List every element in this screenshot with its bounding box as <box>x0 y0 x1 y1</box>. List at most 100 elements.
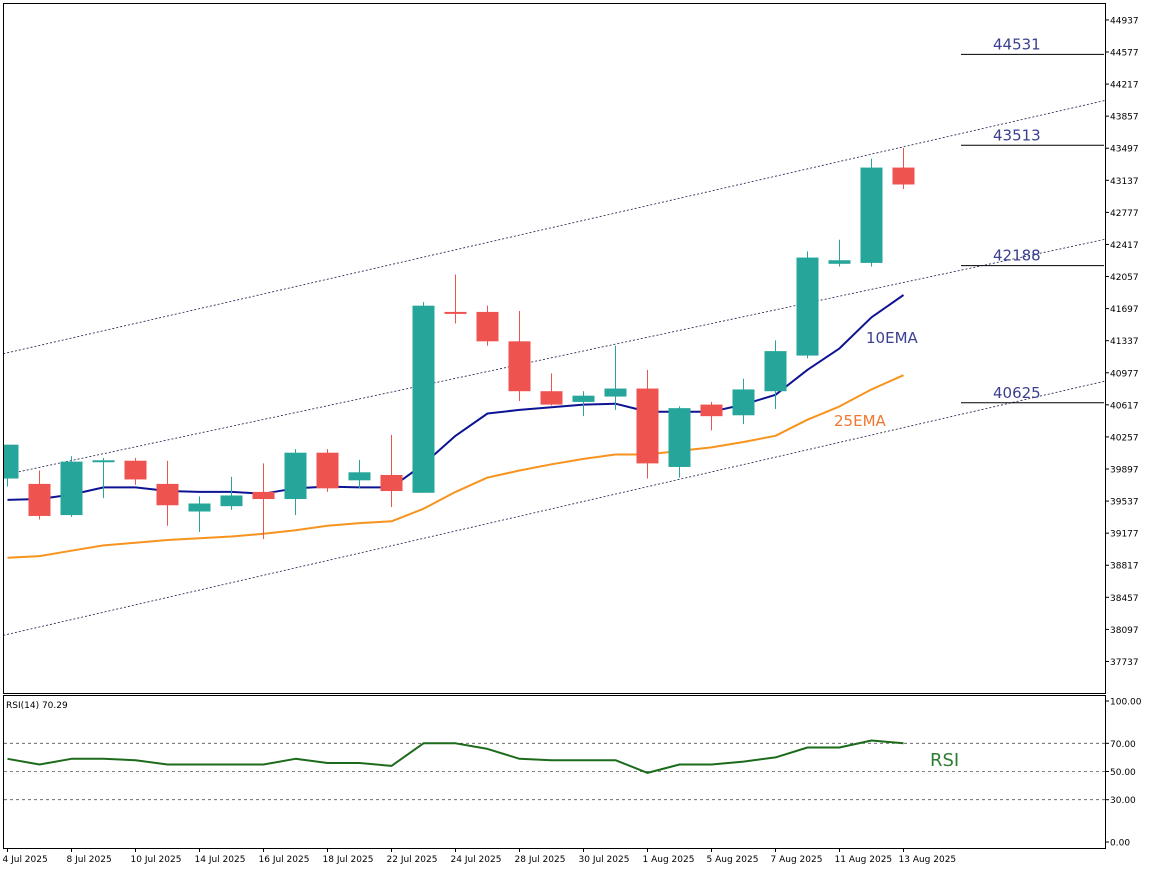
candle <box>4 444 19 487</box>
rsi-label: RSI <box>930 750 959 771</box>
candle-body <box>252 491 275 500</box>
candle-body <box>764 351 787 392</box>
candle <box>380 434 403 508</box>
y-tick-label: 44577 <box>1110 48 1139 58</box>
x-tick-label: 28 Jul 2025 <box>515 855 566 865</box>
rsi-pane-frame <box>3 695 1106 849</box>
candle <box>668 406 691 478</box>
candle <box>124 458 147 485</box>
x-tick-label: 11 Aug 2025 <box>835 855 893 865</box>
candle-body <box>892 167 915 185</box>
rsi-tick-label: 0.00 <box>1110 839 1130 849</box>
candle <box>444 274 467 324</box>
candle-body <box>60 461 83 516</box>
candle <box>604 345 627 410</box>
y-tick-label: 38457 <box>1110 594 1139 604</box>
candle <box>252 463 275 540</box>
x-tick-label: 14 Jul 2025 <box>195 855 246 865</box>
y-tick-label: 42777 <box>1110 209 1139 219</box>
candle <box>732 378 755 425</box>
candle-body <box>412 305 435 493</box>
candle-body <box>668 408 691 467</box>
candle-body <box>92 460 115 463</box>
candle-body <box>476 311 499 342</box>
candle <box>92 458 115 499</box>
y-tick-label: 41697 <box>1110 305 1139 315</box>
candle-body <box>4 444 19 479</box>
y-tick-label: 43497 <box>1110 145 1139 155</box>
candle-body <box>348 472 371 481</box>
candle <box>860 158 883 267</box>
candle-body <box>380 474 403 492</box>
x-tick-label: 18 Jul 2025 <box>323 855 374 865</box>
candle <box>28 470 51 520</box>
candle <box>60 456 83 517</box>
rsi-tick-label: 70.00 <box>1110 740 1136 750</box>
candle <box>540 373 563 406</box>
candle-body <box>604 388 627 397</box>
level-label: 40625 <box>993 384 1041 402</box>
y-tick-label: 37737 <box>1110 658 1139 668</box>
candle-body <box>316 452 339 489</box>
candle-body <box>700 404 723 417</box>
x-tick-label: 13 Aug 2025 <box>899 855 957 865</box>
rsi-line <box>7 739 904 774</box>
x-tick-label: 30 Jul 2025 <box>579 855 630 865</box>
rsi-tick-label: 50.00 <box>1110 768 1136 778</box>
candle <box>796 251 819 359</box>
channel-lower-line <box>4 380 1105 636</box>
candle <box>476 305 499 346</box>
candle-body <box>732 389 755 416</box>
candle <box>828 239 851 267</box>
candle-body <box>508 341 531 392</box>
y-tick-label: 41337 <box>1110 337 1139 347</box>
ema10-label: 10EMA <box>866 329 919 347</box>
candle-body <box>540 391 563 405</box>
y-tick-label: 43857 <box>1110 113 1139 123</box>
level-label: 43513 <box>993 126 1041 144</box>
y-tick-label: 42417 <box>1110 241 1139 251</box>
y-tick-label: 43137 <box>1110 177 1139 187</box>
candle-body <box>828 260 851 264</box>
y-tick-label: 44217 <box>1110 81 1139 91</box>
candle-body <box>572 395 595 402</box>
y-tick-label: 38817 <box>1110 562 1139 572</box>
rsi-title: RSI(14) 70.29 <box>6 701 68 711</box>
x-tick-label: 24 Jul 2025 <box>451 855 502 865</box>
candle <box>220 476 243 510</box>
candle-body <box>444 311 467 314</box>
ema25-label: 25EMA <box>834 412 887 430</box>
candle-body <box>188 503 211 512</box>
main-pane-frame <box>3 3 1106 694</box>
candle <box>348 459 371 489</box>
channel-middle-line <box>4 238 1105 476</box>
x-tick-label: 7 Aug 2025 <box>771 855 823 865</box>
ema25-line <box>7 374 904 559</box>
candle <box>572 391 595 417</box>
candle-body <box>860 167 883 263</box>
candle <box>156 460 179 526</box>
candle <box>412 302 435 493</box>
level-label: 42188 <box>993 247 1041 265</box>
y-tick-label: 40617 <box>1110 401 1139 411</box>
candle <box>316 449 339 492</box>
x-tick-label: 1 Aug 2025 <box>643 855 695 865</box>
x-tick-label: 10 Jul 2025 <box>131 855 182 865</box>
candle <box>764 340 787 410</box>
candle <box>700 401 723 431</box>
x-tick-label: 4 Jul 2025 <box>3 855 48 865</box>
candle-body <box>284 452 307 500</box>
channel-upper-line <box>4 100 1105 355</box>
candle <box>284 449 307 516</box>
y-tick-label: 40977 <box>1110 369 1139 379</box>
candle <box>892 147 915 189</box>
candle-body <box>796 257 819 356</box>
x-tick-label: 5 Aug 2025 <box>707 855 759 865</box>
x-tick-label: 8 Jul 2025 <box>67 855 112 865</box>
candle <box>636 369 659 479</box>
candle-body <box>156 483 179 506</box>
y-tick-label: 39177 <box>1110 530 1139 540</box>
candle <box>188 496 211 533</box>
